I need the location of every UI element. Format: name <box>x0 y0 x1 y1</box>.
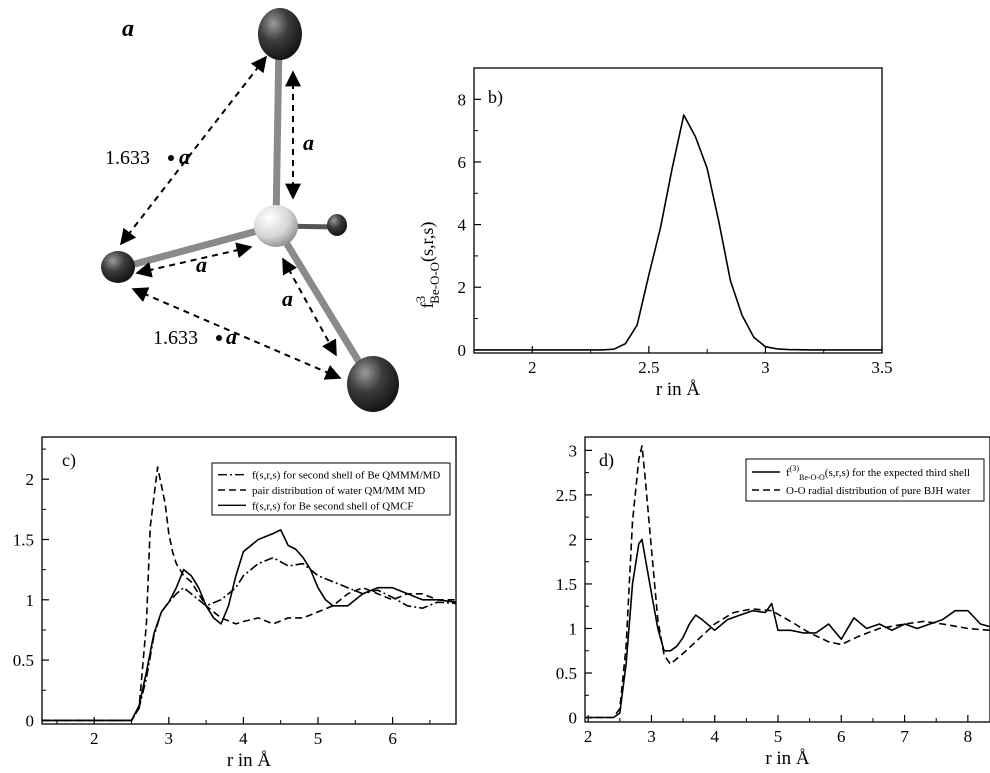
panel-a-molecule: a 1.633 a 1.633 a a a a <box>101 8 399 412</box>
chart-d-xtick-label: 3 <box>647 727 656 746</box>
chart-b-frame <box>473 67 883 354</box>
bond-length-label-top: a <box>303 130 314 155</box>
chart-c-xtick-label: 4 <box>239 729 248 748</box>
chart-panel-b: 2 2.5 3 3.5 0 2 4 6 8 r in Å b) <box>458 67 893 400</box>
svg-text:1.633: 1.633 <box>153 327 198 349</box>
chart-d-xtick-label: 4 <box>710 727 719 746</box>
chart-d-legend-label-sub: Be-O-O <box>799 473 825 482</box>
bond-arrow-bottom <box>282 257 337 357</box>
chart-b-ylabel-tail: (s,r,s) <box>417 222 438 262</box>
chart-b-ytick-label: 4 <box>458 216 467 235</box>
chart-c-series-1-line <box>42 466 456 722</box>
atom-top <box>258 8 302 60</box>
chart-c-frame <box>41 436 457 725</box>
chart-b-ytick-label: 0 <box>458 341 467 360</box>
chart-d-legend-label-0: f(3)Be-O-O(s,r,s) for the expected third… <box>786 464 970 482</box>
chart-c-xtick-label: 3 <box>165 729 174 748</box>
chart-d-legend-label-main: f <box>786 467 790 479</box>
panel-a-label: a <box>122 16 134 42</box>
chart-d-legend-label-1: O-O radial distribution of pure BJH wate… <box>786 485 971 497</box>
edge-length-label-bottom: 1.633 <box>153 327 198 349</box>
atom-small-right <box>327 214 347 236</box>
chart-d-xlabel: r in Å <box>765 748 810 769</box>
chart-b-xlabel: r in Å <box>656 379 701 400</box>
atom-center <box>254 205 298 247</box>
chart-c-legend-label-0: f(s,r,s) for second shell of Be QMMM/MD <box>252 470 440 482</box>
chart-b-ytick-label: 8 <box>458 90 467 109</box>
bond-arrow-left <box>135 242 253 278</box>
chart-b-xtick-label: 3 <box>761 358 770 377</box>
chart-d-panel-label: d) <box>599 450 614 471</box>
chart-d-ytick-label: 2 <box>569 530 578 549</box>
chart-panel-d: 2 3 4 5 6 7 8 0 0.5 1 1.5 2 2.5 3 r in Å d) f(3)Be-O-O(s… <box>556 436 990 769</box>
chart-d-ytick-label: 2.5 <box>556 486 577 505</box>
chart-d-legend-label-sup: (3) <box>790 464 800 473</box>
chart-c-xtick-label: 2 <box>90 729 99 748</box>
chart-b-ytick-label: 2 <box>458 278 467 297</box>
chart-d-xtick-label: 8 <box>964 727 973 746</box>
bond-top <box>272 39 283 225</box>
chart-d-ytick-label: 1.5 <box>556 575 577 594</box>
chart-d-xtick-label: 6 <box>837 727 846 746</box>
chart-c-ytick-label: 1.5 <box>13 531 34 550</box>
bond-length-label-bottom: a <box>282 286 293 311</box>
chart-d-legend-label-tail: (s,r,s) for the expected third shell <box>825 467 970 479</box>
chart-c-ytick-label: 0 <box>26 711 35 730</box>
chart-c-ytick-label: 0.5 <box>13 651 34 670</box>
chart-b-ytick-label: 6 <box>458 153 467 172</box>
chart-d-ytick-label: 0 <box>569 709 578 728</box>
chart-d-xtick-label: 2 <box>584 727 593 746</box>
chart-d-xtick-label: 7 <box>900 727 909 746</box>
chart-c-series-0-line <box>42 556 457 722</box>
chart-c-xlabel: r in Å <box>227 750 272 771</box>
chart-b-series-0-line <box>474 114 882 351</box>
chart-d-xtick-label: 5 <box>774 727 783 746</box>
edge-arrow-bottom-left <box>131 287 342 380</box>
chart-panel-c: 2 3 4 5 6 0 0.5 1 1.5 2 r in Å c) f(s,r,s) for secon… <box>13 436 457 771</box>
atom-bottom <box>347 356 399 412</box>
chart-b-xtick-label: 2 <box>528 358 537 377</box>
svg-text:1.633: 1.633 <box>105 147 150 169</box>
edge-length-symbol-bottom: a <box>226 324 237 349</box>
chart-c-xtick-label: 5 <box>314 729 323 748</box>
edge-length-label-top: 1.633 <box>105 147 150 169</box>
chart-d-series-0-line <box>585 538 990 719</box>
chart-b-ylabel-sup: 3 <box>413 296 428 303</box>
chart-b-ylabel: f3Be-O-O(s,r,s) <box>413 222 442 309</box>
chart-d-legend-box <box>745 458 985 502</box>
chart-d-ytick-label: 3 <box>569 441 578 460</box>
chart-d-series-1-line <box>585 445 990 719</box>
chart-b-ylabel-sub: Be-O-O <box>427 262 442 304</box>
chart-c-panel-label: c) <box>62 450 76 471</box>
chart-c-series-2-line <box>42 529 457 722</box>
chart-c-ytick-label: 1 <box>26 591 35 610</box>
chart-c-legend-box <box>211 462 451 516</box>
chart-d-frame <box>584 436 990 723</box>
chart-d-ytick-label: 1 <box>569 619 578 638</box>
edge-length-dot-bottom <box>216 335 222 341</box>
chart-c-legend-label-2: f(s,r,s) for Be second shell of QMCF <box>252 500 413 512</box>
chart-c-legend-label-1: pair distribution of water QM/MM MD <box>252 485 425 497</box>
edge-length-symbol-top: a <box>179 144 190 169</box>
edge-length-dot-top <box>168 155 174 161</box>
atom-left <box>101 251 135 283</box>
chart-b-xtick-label: 2.5 <box>638 358 659 377</box>
bond-length-label-left: a <box>196 252 207 277</box>
chart-b-panel-label: b) <box>488 87 503 108</box>
chart-b-xtick-label: 3.5 <box>871 358 892 377</box>
chart-c-ytick-label: 2 <box>26 470 35 489</box>
chart-c-xtick-label: 6 <box>388 729 397 748</box>
chart-d-ytick-label: 0.5 <box>556 664 577 683</box>
chart-b-ylabel-main: f <box>417 302 437 308</box>
